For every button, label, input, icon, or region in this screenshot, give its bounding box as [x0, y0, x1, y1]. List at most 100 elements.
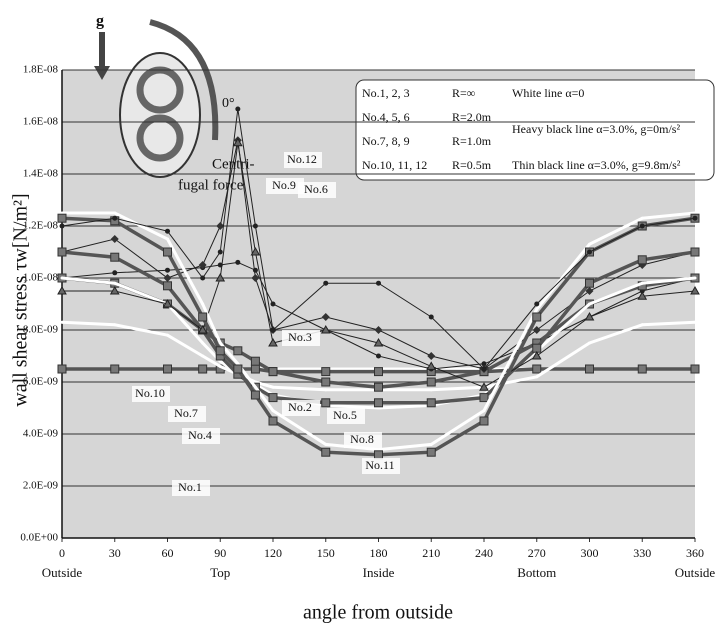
legend-radius: R=2.0m	[452, 110, 492, 124]
marker	[215, 272, 226, 282]
marker	[197, 324, 208, 334]
marker	[201, 354, 205, 358]
marker	[535, 307, 539, 311]
series-label: No.5	[333, 408, 357, 422]
marker	[57, 247, 67, 257]
legend-desc: Heavy black line α=3.0%, g=0m/s²	[512, 122, 680, 136]
x-tick-label: 360	[686, 546, 704, 560]
marker	[112, 270, 118, 276]
marker	[534, 301, 540, 307]
legend-desc: Thin black line α=3.0%, g=9.8m/s²	[512, 158, 681, 172]
series-label-bg	[132, 386, 170, 402]
marker	[429, 388, 433, 392]
gravity-label: g	[96, 13, 104, 30]
marker	[113, 323, 117, 327]
marker	[479, 382, 489, 391]
marker	[637, 255, 647, 265]
series-label: No.6	[304, 182, 328, 196]
marker	[215, 346, 225, 356]
marker	[251, 274, 260, 282]
marker	[321, 398, 331, 408]
marker	[690, 364, 700, 374]
marker	[324, 388, 328, 392]
series-label-bg	[266, 178, 304, 194]
y-tick-label: 1.6E-08	[23, 116, 59, 128]
marker	[252, 223, 258, 229]
marker	[323, 280, 329, 286]
series-label-bg	[168, 406, 206, 422]
series-label: No.11	[365, 458, 394, 472]
series-label-bg	[362, 458, 400, 474]
series-label-bg	[284, 152, 322, 168]
marker	[250, 356, 260, 366]
legend-box	[355, 79, 715, 181]
marker	[57, 364, 67, 374]
marker	[690, 285, 700, 295]
x-tick-label: 90	[214, 546, 226, 560]
series-label-bg	[172, 480, 210, 496]
marker	[637, 364, 647, 374]
marker	[165, 267, 170, 273]
marker	[198, 364, 208, 374]
marker	[693, 320, 697, 324]
series-label-bg	[327, 408, 365, 424]
marker	[426, 447, 436, 457]
marker	[588, 242, 591, 246]
marker	[426, 377, 436, 387]
marker	[252, 267, 258, 273]
legend-cases: No.1, 2, 3	[362, 86, 410, 100]
x-tick-label: 270	[528, 546, 546, 560]
x-annotation: Outside	[42, 565, 83, 580]
y-tick-label: 0.0E+00	[20, 532, 58, 544]
legend-cases: No.4, 5, 6	[362, 110, 410, 124]
series-label: No.4	[188, 428, 212, 442]
marker	[200, 275, 206, 281]
marker	[376, 280, 381, 286]
marker	[165, 228, 170, 234]
marker	[253, 385, 257, 389]
marker	[321, 377, 331, 387]
y-tick-label: 6.0E-09	[23, 376, 59, 388]
marker	[426, 361, 437, 370]
series-line	[62, 367, 695, 374]
x-annotation: Inside	[363, 565, 395, 580]
marker	[324, 442, 328, 446]
marker	[233, 346, 243, 356]
marker	[218, 341, 222, 345]
marker	[268, 393, 278, 403]
legend-desc: White line α=0	[512, 86, 584, 100]
marker	[479, 416, 489, 426]
rotation-arrow	[149, 19, 219, 141]
marker	[57, 285, 67, 295]
series-label: No.1	[178, 480, 202, 494]
series-label-bg	[344, 432, 382, 448]
series-label-bg	[298, 182, 336, 198]
series-label: No.8	[350, 432, 374, 446]
marker	[482, 409, 486, 413]
marker	[532, 312, 542, 322]
force-label: fugal force	[178, 177, 244, 193]
x-tick-label: 30	[109, 546, 121, 560]
x-tick-label: 210	[422, 546, 440, 560]
marker	[693, 276, 697, 280]
inset: g 0° Centri- fugal force	[94, 13, 255, 193]
marker	[585, 278, 594, 288]
marker	[640, 281, 644, 285]
marker	[640, 216, 644, 220]
marker	[217, 249, 223, 255]
marker	[163, 364, 172, 374]
marker	[162, 298, 173, 308]
marker	[374, 382, 383, 392]
marker	[270, 301, 276, 307]
marker	[163, 281, 172, 291]
marker	[235, 106, 241, 112]
marker	[198, 261, 207, 269]
series-line	[61, 320, 696, 392]
series-label: No.3	[288, 330, 312, 344]
marker	[429, 442, 433, 446]
marker	[535, 375, 539, 379]
marker	[588, 302, 591, 306]
y-tick-label: 8.0E-09	[23, 324, 59, 336]
marker	[60, 276, 64, 280]
marker	[374, 326, 383, 334]
